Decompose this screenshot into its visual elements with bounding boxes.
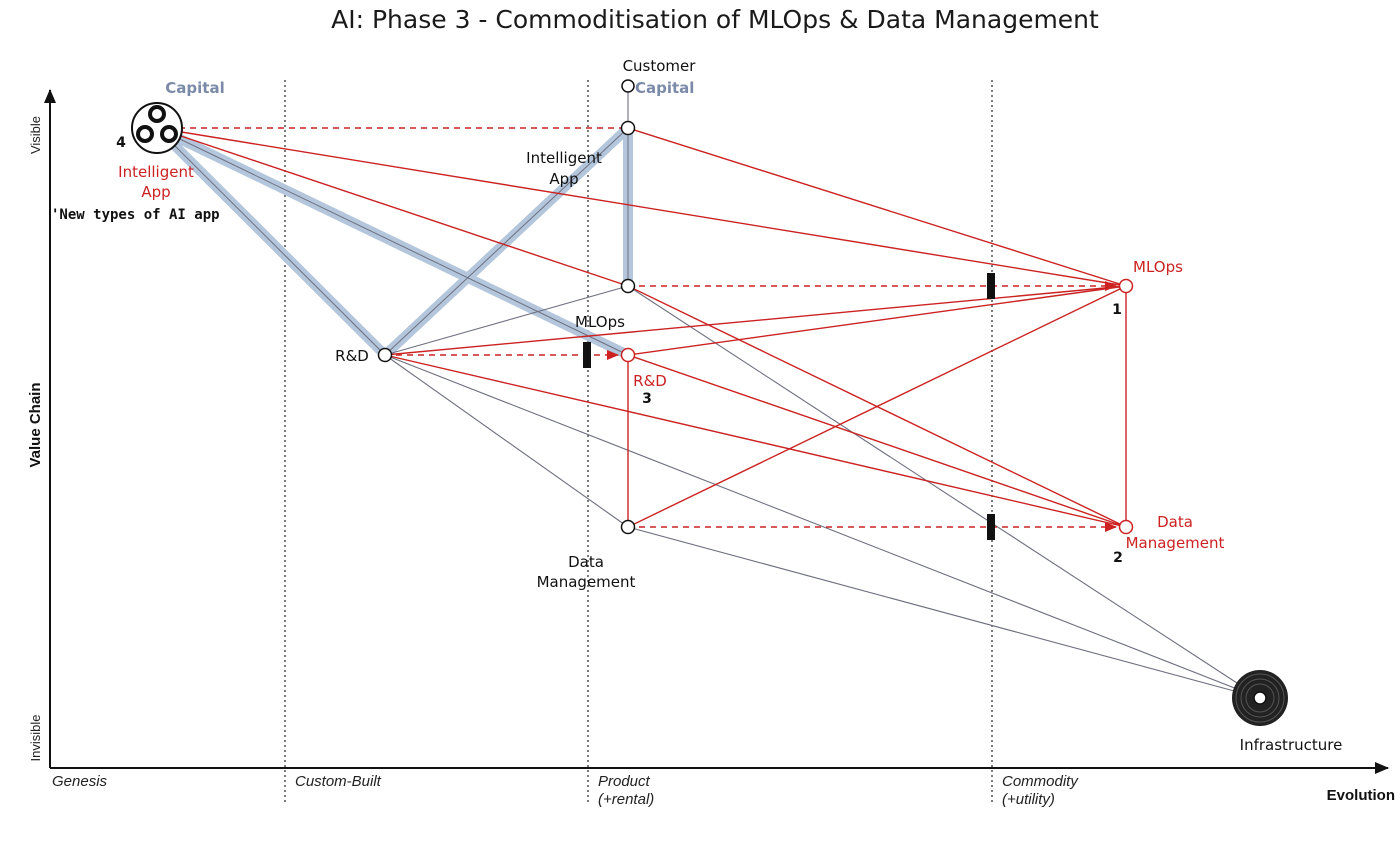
ecosystem-icon [136,105,178,143]
map-title: AI: Phase 3 - Commoditisation of MLOps &… [331,5,1099,34]
y-visible-label: Visible [28,116,43,154]
y-invisible-label: Invisible [28,715,43,762]
data-management-commodity-label-2: Management [1126,534,1225,552]
mlops-commodity-label: MLOps [1133,258,1183,276]
stage-product-rental: (+rental) [598,791,654,808]
intelligent-app-label-1: Intelligent [526,149,602,167]
customer-label: Customer [623,57,697,75]
stage-custom-built: Custom-Built [295,773,382,790]
stage-genesis: Genesis [52,773,108,790]
capital-label-left: Capital [165,79,224,97]
data-management-commodity-label-1: Data [1157,513,1193,531]
marker-3: 3 [642,391,652,407]
customer-node[interactable] [621,79,635,93]
mlops-product-label: MLOps [575,313,625,331]
mlops-commodity-node[interactable] [1118,278,1134,294]
evolution-arrows [157,127,1117,532]
data-management-product-node[interactable] [620,519,636,535]
infrastructure-node[interactable] [1232,670,1288,726]
x-axis-label: Evolution [1327,787,1395,804]
intelligent-app-pioneer-node[interactable] [131,102,183,154]
rd-product-label: R&D [633,372,667,390]
stage-product: Product [598,773,651,790]
marker-1: 1 [1112,302,1122,318]
mlops-product-node[interactable] [620,278,636,294]
intelligent-app-pioneer-label-2: App [141,183,170,201]
red-links [156,127,1127,528]
new-types-note: 'New types of AI app [51,207,220,223]
infrastructure-label: Infrastructure [1240,736,1343,754]
capital-flows [152,123,633,360]
rd-custom-label: R&D [335,347,369,365]
capital-label-mid: Capital [635,79,694,97]
intelligent-app-node[interactable] [620,120,636,136]
inertia-bar-mlops [987,273,995,299]
inertia-bar-data-management [987,514,995,540]
stage-commodity-utility: (+utility) [1002,791,1055,808]
stage-commodity: Commodity [1002,773,1079,790]
data-management-product-label-1: Data [568,553,604,571]
y-axis-label: Value Chain [27,382,44,467]
marker-4: 4 [116,135,126,151]
data-management-product-label-2: Management [537,573,636,591]
rd-custom-node[interactable] [377,347,393,363]
rd-product-node[interactable] [620,347,636,363]
intelligent-app-label-2: App [549,170,578,188]
inertia-bar-rd [583,342,591,368]
data-management-commodity-node[interactable] [1118,519,1134,535]
intelligent-app-pioneer-label-1: Intelligent [118,163,194,181]
marker-2: 2 [1113,550,1123,566]
grey-links [384,86,1261,699]
